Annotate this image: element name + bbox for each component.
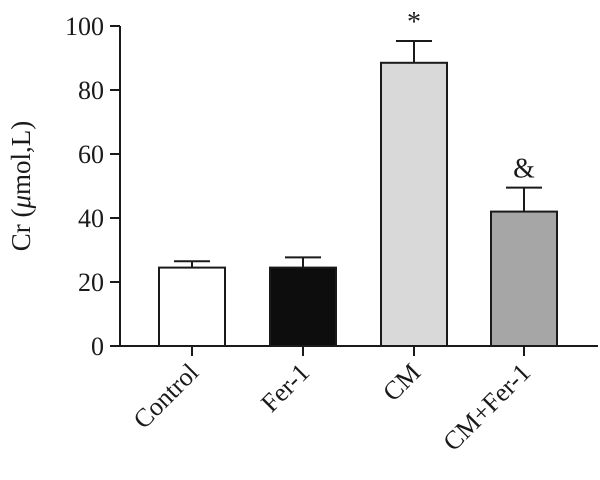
- bar: [158, 266, 226, 348]
- y-axis: 0 20 40 60 80 100: [65, 12, 121, 361]
- x-category-label: CM+Fer-1: [437, 358, 536, 457]
- bars: *&: [158, 7, 558, 348]
- significance-marker: *: [407, 7, 421, 38]
- significance-marker: &: [513, 154, 535, 185]
- y-tick-label: 80: [78, 76, 104, 105]
- y-axis-label-suffix: mol,L): [6, 121, 36, 195]
- x-category-label: Control: [128, 358, 205, 435]
- y-tick-label: 60: [78, 140, 104, 169]
- bar: [490, 210, 558, 347]
- y-axis-label-prefix: Cr (: [6, 209, 36, 252]
- x-category-label: CM: [377, 358, 426, 407]
- bar: [380, 61, 448, 348]
- bar: [269, 266, 337, 348]
- y-tick-label: 40: [78, 204, 104, 233]
- y-tick-label: 0: [91, 332, 104, 361]
- x-axis: Control Fer-1 CM CM+Fer-1: [120, 345, 598, 457]
- y-tick-label: 100: [65, 12, 104, 41]
- x-category-label: Fer-1: [255, 358, 315, 418]
- y-axis-label-mu: μ: [6, 195, 36, 210]
- y-tick-label: 20: [78, 268, 104, 297]
- y-axis-label: Cr (μmol,L): [6, 121, 36, 252]
